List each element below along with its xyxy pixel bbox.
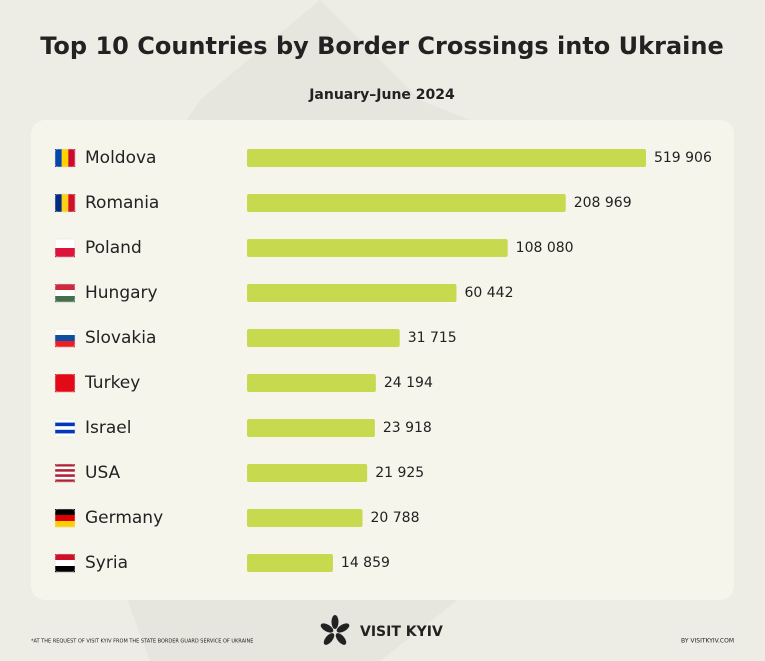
source: BY VISITKYIV.COM bbox=[681, 638, 734, 645]
flag-stripe bbox=[55, 329, 75, 336]
y-tick-label: USA bbox=[85, 463, 121, 483]
value-label: 208 969 bbox=[574, 195, 632, 211]
y-tick-label: Poland bbox=[85, 238, 142, 258]
y-tick-label: Germany bbox=[85, 508, 163, 528]
bar bbox=[247, 194, 566, 212]
flag-border bbox=[54, 463, 76, 483]
flag-stripe bbox=[68, 149, 76, 167]
flag-stripe bbox=[55, 248, 75, 258]
value-label: 31 715 bbox=[408, 330, 457, 346]
flag bbox=[54, 418, 76, 438]
flag bbox=[54, 193, 76, 213]
flag-stripe bbox=[55, 429, 75, 434]
bar bbox=[247, 329, 400, 347]
flag-stripe bbox=[55, 335, 75, 342]
flag bbox=[54, 238, 76, 258]
bar bbox=[247, 284, 457, 302]
flag bbox=[54, 148, 76, 168]
flag bbox=[54, 373, 76, 393]
value-label: 20 788 bbox=[370, 510, 419, 526]
flag-stripe bbox=[55, 560, 75, 567]
flag bbox=[54, 553, 76, 573]
flag-stripe bbox=[55, 566, 75, 573]
y-tick-label: Moldova bbox=[85, 148, 156, 168]
flag-border bbox=[54, 238, 76, 258]
flag-stripe bbox=[55, 466, 75, 470]
flag-border bbox=[54, 553, 76, 573]
flag-stripe bbox=[55, 419, 75, 423]
value-label: 24 194 bbox=[384, 375, 433, 391]
bar bbox=[247, 239, 508, 257]
flag-stripe bbox=[55, 290, 75, 297]
y-tick-label: Israel bbox=[85, 418, 131, 438]
flag-stripe bbox=[68, 194, 76, 212]
y-tick-label: Syria bbox=[85, 553, 128, 573]
flag-stripe bbox=[55, 509, 75, 516]
flag-stripe bbox=[55, 474, 75, 478]
logo-icon bbox=[320, 615, 350, 645]
flag-border bbox=[54, 193, 76, 213]
flag bbox=[54, 463, 76, 483]
rows: Moldova 519 906 Romania 208 969 Poland 108 08… bbox=[54, 148, 712, 573]
value-label: 21 925 bbox=[375, 465, 424, 481]
flag-stripe bbox=[55, 521, 75, 528]
chart-title: Top 10 Countries by Border Crossings int… bbox=[40, 32, 723, 60]
flag-stripe bbox=[55, 464, 75, 467]
y-tick-label: Hungary bbox=[85, 283, 158, 303]
flag-stripe bbox=[55, 422, 75, 427]
bar bbox=[247, 464, 368, 482]
bar bbox=[247, 419, 375, 437]
value-label: 60 442 bbox=[464, 285, 513, 301]
flag-border bbox=[54, 418, 76, 438]
flag-stripe bbox=[55, 239, 75, 249]
y-tick-label: Slovakia bbox=[85, 328, 156, 348]
value-label: 23 918 bbox=[383, 420, 432, 436]
bar bbox=[247, 509, 363, 527]
value-label: 14 859 bbox=[341, 555, 390, 571]
flag bbox=[54, 328, 76, 348]
flag-stripe bbox=[55, 341, 75, 348]
flag-stripe bbox=[55, 476, 75, 480]
panel bbox=[31, 120, 734, 600]
flag-stripe bbox=[55, 296, 75, 303]
flag-stripe bbox=[55, 479, 75, 483]
y-tick-label: Turkey bbox=[84, 373, 140, 393]
value-label: 108 080 bbox=[516, 240, 574, 256]
chart-subtitle: January–June 2024 bbox=[308, 87, 455, 103]
bar bbox=[247, 374, 376, 392]
flag-stripe bbox=[55, 433, 75, 438]
flag-stripe bbox=[55, 471, 75, 475]
flag-stripe bbox=[55, 374, 75, 393]
bar bbox=[247, 149, 646, 167]
flag-stripe bbox=[55, 194, 62, 212]
flag-stripe bbox=[61, 149, 69, 167]
bar bbox=[247, 554, 333, 572]
flag-border bbox=[54, 148, 76, 168]
flag-border bbox=[54, 283, 76, 303]
flag bbox=[54, 283, 76, 303]
flag-stripe bbox=[61, 194, 69, 212]
logo: VISIT KYIV bbox=[360, 624, 443, 640]
flag-stripe bbox=[55, 469, 75, 472]
flag-border bbox=[54, 373, 76, 393]
flag-border bbox=[54, 508, 76, 528]
footnote: *AT THE REQUEST OF VISIT KYIV FROM THE S… bbox=[31, 639, 253, 645]
flag-stripe bbox=[55, 426, 75, 430]
flag-stripe bbox=[55, 515, 75, 522]
flag-stripe bbox=[55, 149, 62, 167]
flag-border bbox=[54, 328, 76, 348]
flag-stripe bbox=[55, 284, 75, 291]
flag bbox=[54, 508, 76, 528]
flag-stripe bbox=[55, 554, 75, 561]
y-tick-label: Romania bbox=[85, 193, 159, 213]
value-label: 519 906 bbox=[654, 150, 712, 166]
